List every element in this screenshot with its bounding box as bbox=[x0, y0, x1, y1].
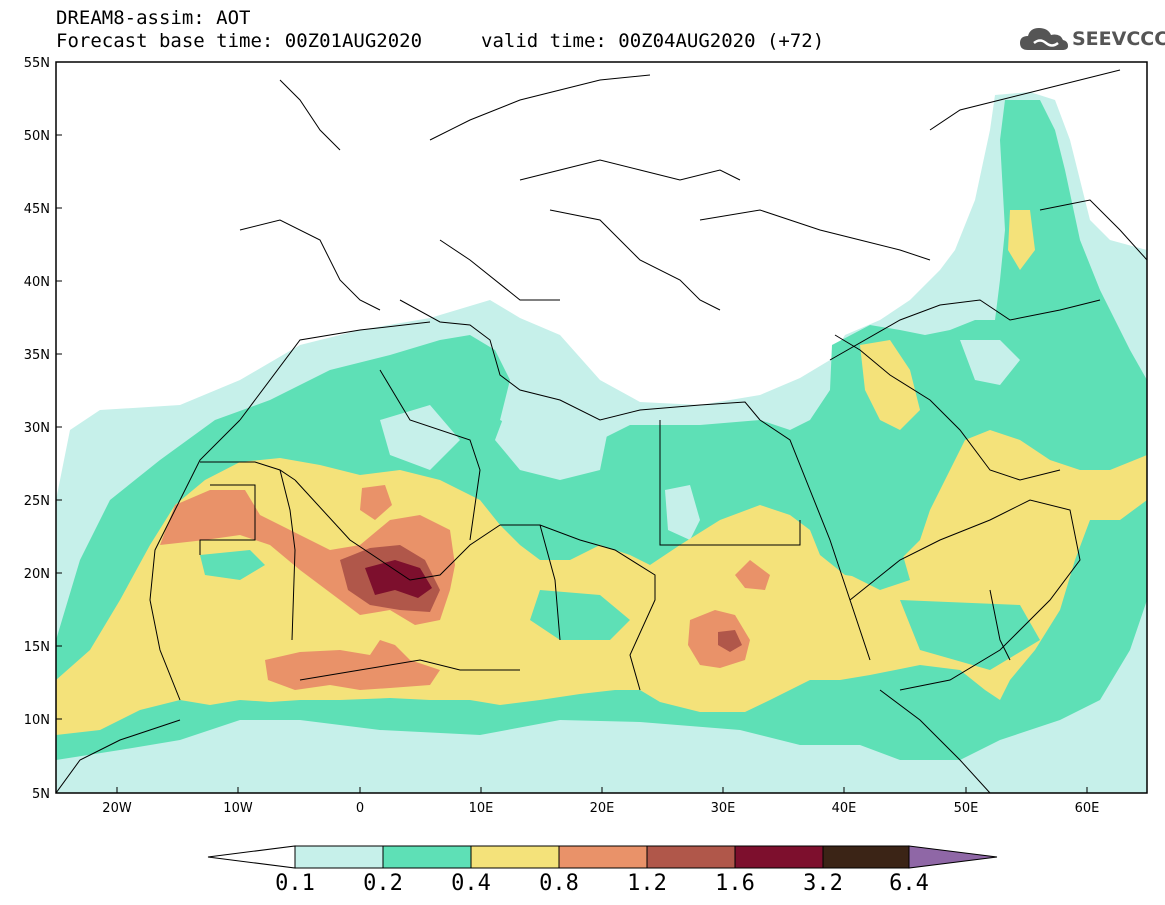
lon-label: 40E bbox=[832, 801, 857, 816]
lat-label: 40N bbox=[24, 275, 50, 290]
lon-label: 20W bbox=[102, 801, 132, 816]
colorbar-bin-3.2-6.4 bbox=[822, 845, 910, 869]
logo-text: SEEVCCC bbox=[1072, 28, 1165, 50]
lon-label: 10E bbox=[469, 801, 494, 816]
lon-label: 0 bbox=[356, 801, 364, 816]
colorbar-label: 0.1 bbox=[275, 871, 315, 896]
lat-label: 45N bbox=[24, 202, 50, 217]
aot-field bbox=[56, 62, 1147, 793]
country-borders bbox=[56, 69, 1147, 793]
lat-label: 30N bbox=[24, 421, 50, 436]
lat-label: 35N bbox=[24, 348, 50, 363]
colorbar-label: 0.2 bbox=[363, 871, 403, 896]
colorbar-bin-1.6-3.2 bbox=[734, 845, 824, 869]
seevccc-logo: SEEVCCC bbox=[1018, 22, 1165, 54]
colorbar-bin-0.8-1.2 bbox=[558, 845, 648, 869]
colorbar-bin-0.1-0.2 bbox=[294, 845, 384, 869]
lat-label: 15N bbox=[24, 640, 50, 655]
lon-label: 10W bbox=[223, 801, 253, 816]
colorbar-under bbox=[207, 845, 296, 869]
colorbar-bin-0.4-0.8 bbox=[470, 845, 560, 869]
lon-label: 60E bbox=[1075, 801, 1100, 816]
valid-time: valid time: 00Z04AUG2020 (+72) bbox=[481, 30, 825, 52]
lon-label: 30E bbox=[711, 801, 736, 816]
colorbar bbox=[207, 845, 998, 869]
colorbar-bin-0.2-0.4 bbox=[382, 845, 472, 869]
colorbar-label: 3.2 bbox=[803, 871, 843, 896]
colorbar-bin-1.2-1.6 bbox=[646, 845, 736, 869]
colorbar-label: 0.4 bbox=[451, 871, 491, 896]
plot-title: DREAM8-assim: AOT bbox=[56, 7, 251, 29]
aot-contour-1.6 bbox=[365, 560, 432, 598]
colorbar-label: 1.6 bbox=[715, 871, 755, 896]
lat-label: 50N bbox=[24, 129, 50, 144]
cloud-icon bbox=[1020, 28, 1068, 50]
colorbar-over bbox=[908, 845, 998, 869]
forecast-base-time: Forecast base time: 00Z01AUG2020 bbox=[56, 30, 423, 52]
colorbar-label: 1.2 bbox=[627, 871, 667, 896]
lat-label: 20N bbox=[24, 567, 50, 582]
axis-ticks bbox=[56, 134, 1088, 793]
lat-label: 5N bbox=[32, 787, 50, 802]
lat-label: 25N bbox=[24, 494, 50, 509]
colorbar-label: 0.8 bbox=[539, 871, 579, 896]
lon-label: 20E bbox=[590, 801, 615, 816]
lat-label: 55N bbox=[24, 56, 50, 71]
lon-label: 50E bbox=[954, 801, 979, 816]
lat-label: 10N bbox=[24, 713, 50, 728]
colorbar-label: 6.4 bbox=[889, 871, 929, 896]
